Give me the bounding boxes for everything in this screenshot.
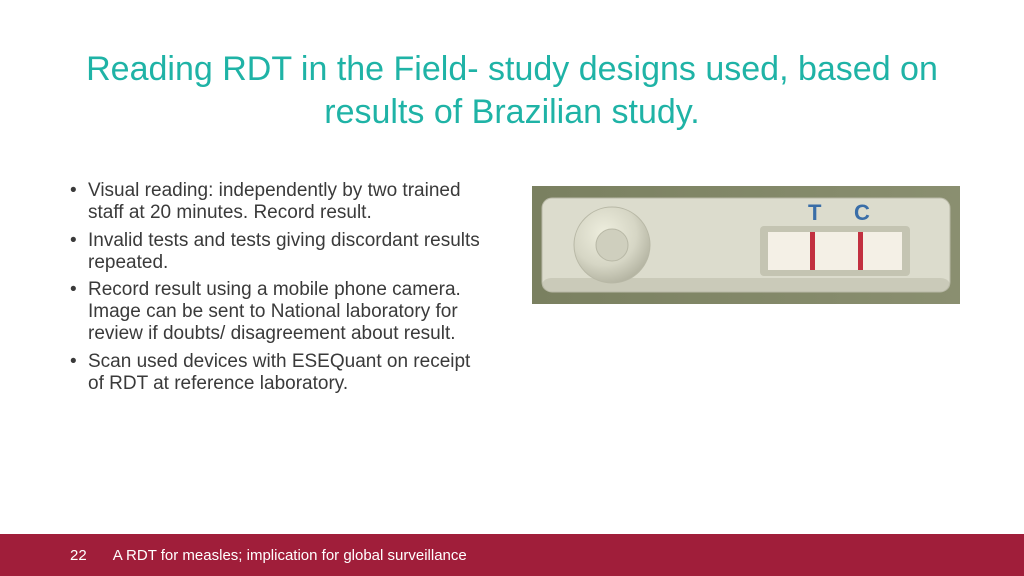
list-item: Record result using a mobile phone camer… [70, 279, 490, 345]
slide: Reading RDT in the Field- study designs … [0, 0, 1024, 576]
slide-title: Reading RDT in the Field- study designs … [60, 48, 964, 133]
footer-bar: 22 A RDT for measles; implication for gl… [0, 534, 1024, 576]
footer-text: A RDT for measles; implication for globa… [113, 547, 467, 564]
bullet-list: Visual reading: independently by two tra… [70, 180, 490, 401]
rdt-label-c: C [854, 200, 870, 225]
list-item: Visual reading: independently by two tra… [70, 180, 490, 224]
list-item: Invalid tests and tests giving discordan… [70, 230, 490, 274]
rdt-device-image: T C [532, 186, 960, 304]
list-item: Scan used devices with ESEQuant on recei… [70, 351, 490, 395]
rdt-label-t: T [808, 200, 822, 225]
page-number: 22 [70, 547, 87, 564]
